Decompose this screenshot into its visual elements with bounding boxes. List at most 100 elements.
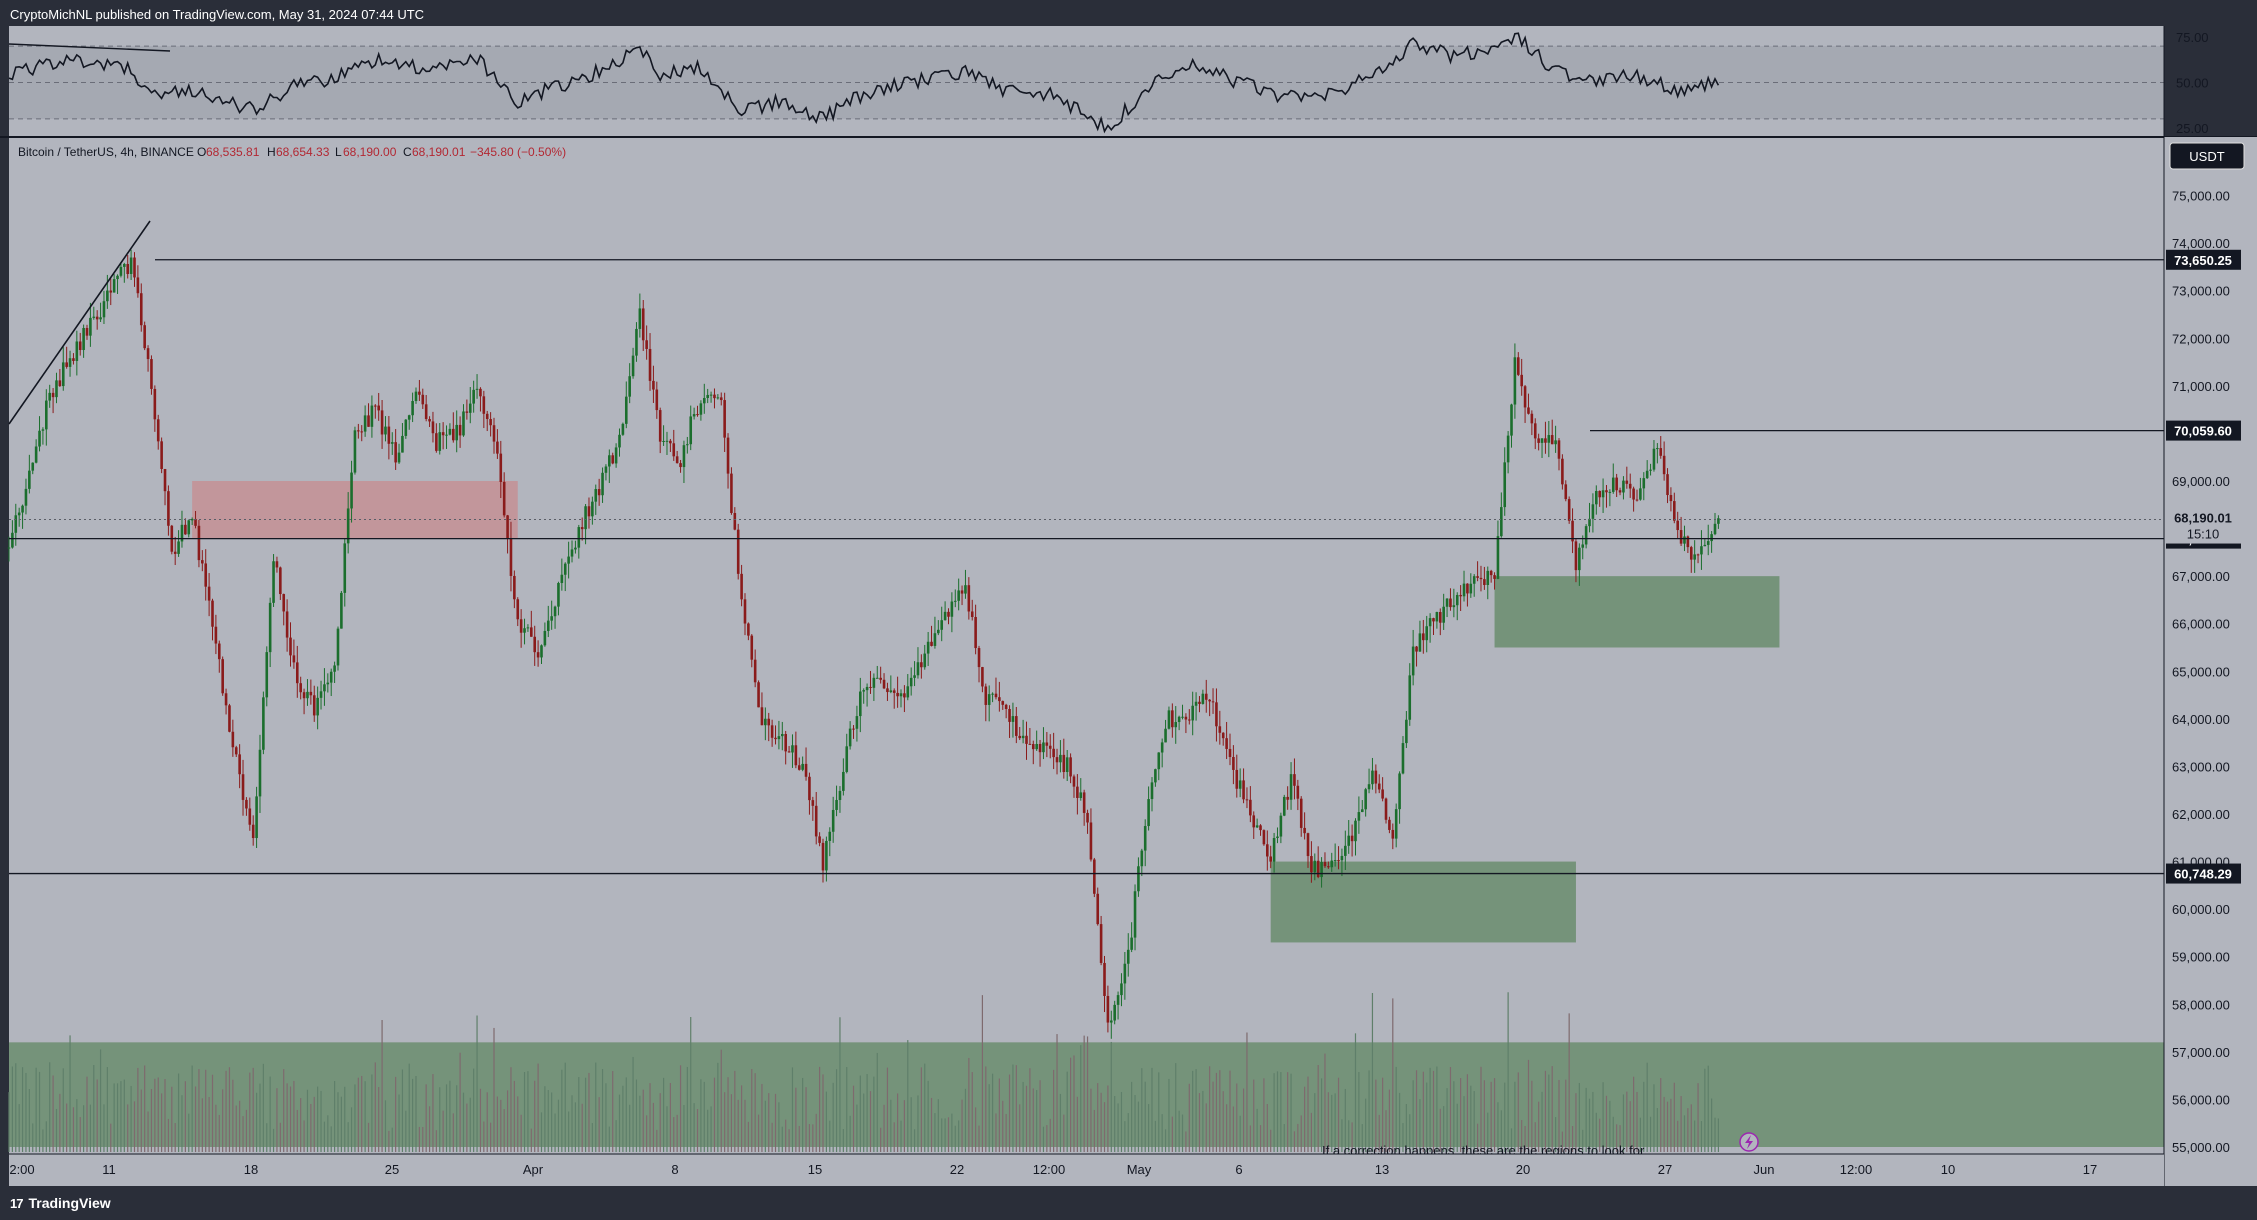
- candle-body: [1279, 815, 1283, 837]
- candle-body: [1106, 995, 1110, 1023]
- candle-body: [1686, 536, 1690, 548]
- currency-button[interactable]: USDT: [2169, 142, 2245, 170]
- candle-body: [696, 414, 699, 416]
- candle-body: [1035, 743, 1038, 750]
- price-tick: 57,000.00: [2172, 1045, 2230, 1060]
- candle-body: [1513, 357, 1517, 405]
- candle-body: [1347, 835, 1351, 846]
- candle-body: [1557, 440, 1561, 459]
- candle-body: [1374, 770, 1378, 784]
- candle-body: [1394, 809, 1398, 839]
- candle-body: [716, 397, 720, 399]
- candle-body: [323, 684, 326, 692]
- candle-body: [570, 549, 574, 557]
- candle-body: [1289, 774, 1293, 800]
- candle-body: [1462, 583, 1466, 597]
- candle-body: [1527, 407, 1530, 414]
- candle-body: [1015, 716, 1018, 736]
- candle-body: [1235, 769, 1239, 789]
- candle-body: [1228, 748, 1232, 757]
- candle-body: [1608, 491, 1612, 493]
- candle-body: [784, 734, 787, 752]
- candle-body: [95, 316, 99, 320]
- candle-body: [597, 489, 601, 496]
- candle-body: [28, 470, 31, 489]
- candle-body: [1422, 633, 1425, 641]
- ticker-close-value: 68,190.01: [412, 145, 466, 159]
- candle-body: [1323, 861, 1327, 867]
- price-trendline[interactable]: [8, 220, 151, 425]
- candle-body: [129, 257, 133, 274]
- candle-body: [1340, 855, 1344, 861]
- candle-body: [967, 585, 971, 612]
- candle-body: [740, 573, 743, 600]
- candle-body: [424, 404, 428, 420]
- candle-body: [1581, 544, 1585, 548]
- price-tick: 69,000.00: [2172, 474, 2230, 489]
- candle-body: [736, 529, 740, 574]
- candle-body: [1591, 504, 1595, 519]
- footer-bar: [0, 1186, 2257, 1220]
- candle-body: [350, 472, 353, 509]
- demand-zone[interactable]: [1494, 576, 1780, 648]
- demand-zone[interactable]: [9, 1042, 2164, 1147]
- last-price-label[interactable]: 68,190.01 15:10: [2166, 507, 2241, 544]
- price-tick: 74,000.00: [2172, 236, 2230, 251]
- candle-body: [184, 524, 187, 535]
- candle-body: [733, 512, 737, 530]
- candle-body: [438, 432, 442, 451]
- candle-body: [1344, 845, 1347, 856]
- candle-body: [669, 440, 672, 444]
- replay-button[interactable]: [1739, 1132, 1759, 1152]
- candle-body: [1673, 501, 1676, 521]
- lightning-icon: [1745, 1135, 1753, 1149]
- candle-body: [882, 679, 886, 689]
- rsi-tick-25: 25.00: [2176, 121, 2209, 136]
- candle-body: [865, 686, 869, 691]
- candle-body: [970, 611, 974, 617]
- candle-body: [1561, 458, 1564, 485]
- supply-zone[interactable]: [192, 481, 518, 539]
- candle-body: [295, 662, 299, 684]
- candle-body: [1605, 490, 1608, 493]
- candle-body: [21, 505, 24, 513]
- candle-body: [546, 620, 550, 631]
- candle-body: [1259, 825, 1262, 831]
- time-tick: 13: [1375, 1162, 1389, 1177]
- candle-body: [502, 481, 506, 516]
- time-tick: 15: [808, 1162, 822, 1177]
- candle-body: [699, 403, 703, 415]
- level-label-box: [2166, 863, 2241, 884]
- ticker-legend[interactable]: Bitcoin / TetherUS, 4h, BINANCE O 68,535…: [18, 145, 566, 159]
- candle-body: [1191, 705, 1194, 721]
- candle-body: [933, 633, 937, 646]
- candle-body: [835, 799, 838, 810]
- candle-body: [1438, 612, 1442, 623]
- candle-body: [1008, 709, 1011, 722]
- time-tick: 10: [1941, 1162, 1955, 1177]
- candle-body: [614, 447, 618, 464]
- candle-body: [1360, 809, 1364, 813]
- candle-body: [343, 543, 347, 593]
- volume-histogram: [8, 992, 1720, 1152]
- candle-body: [641, 308, 645, 341]
- candle-body: [407, 415, 411, 420]
- tradingview-logo[interactable]: 17 TradingView: [10, 1195, 111, 1211]
- candle-body: [78, 341, 82, 351]
- candle-body: [380, 410, 384, 435]
- candle-body: [58, 380, 62, 387]
- candle-body: [224, 693, 228, 706]
- candle-body: [346, 508, 350, 544]
- candle-body: [991, 693, 994, 695]
- time-tick: 25: [385, 1162, 399, 1177]
- candle-body: [1656, 448, 1659, 450]
- candle-body: [1313, 860, 1317, 873]
- time-axis[interactable]: [9, 1154, 2164, 1186]
- candle-body: [234, 747, 238, 755]
- candle-body: [1316, 860, 1320, 878]
- candle-body: [1126, 949, 1130, 964]
- price-axis[interactable]: [2164, 137, 2257, 1186]
- candle-body: [587, 506, 591, 517]
- candle-body: [1293, 774, 1296, 786]
